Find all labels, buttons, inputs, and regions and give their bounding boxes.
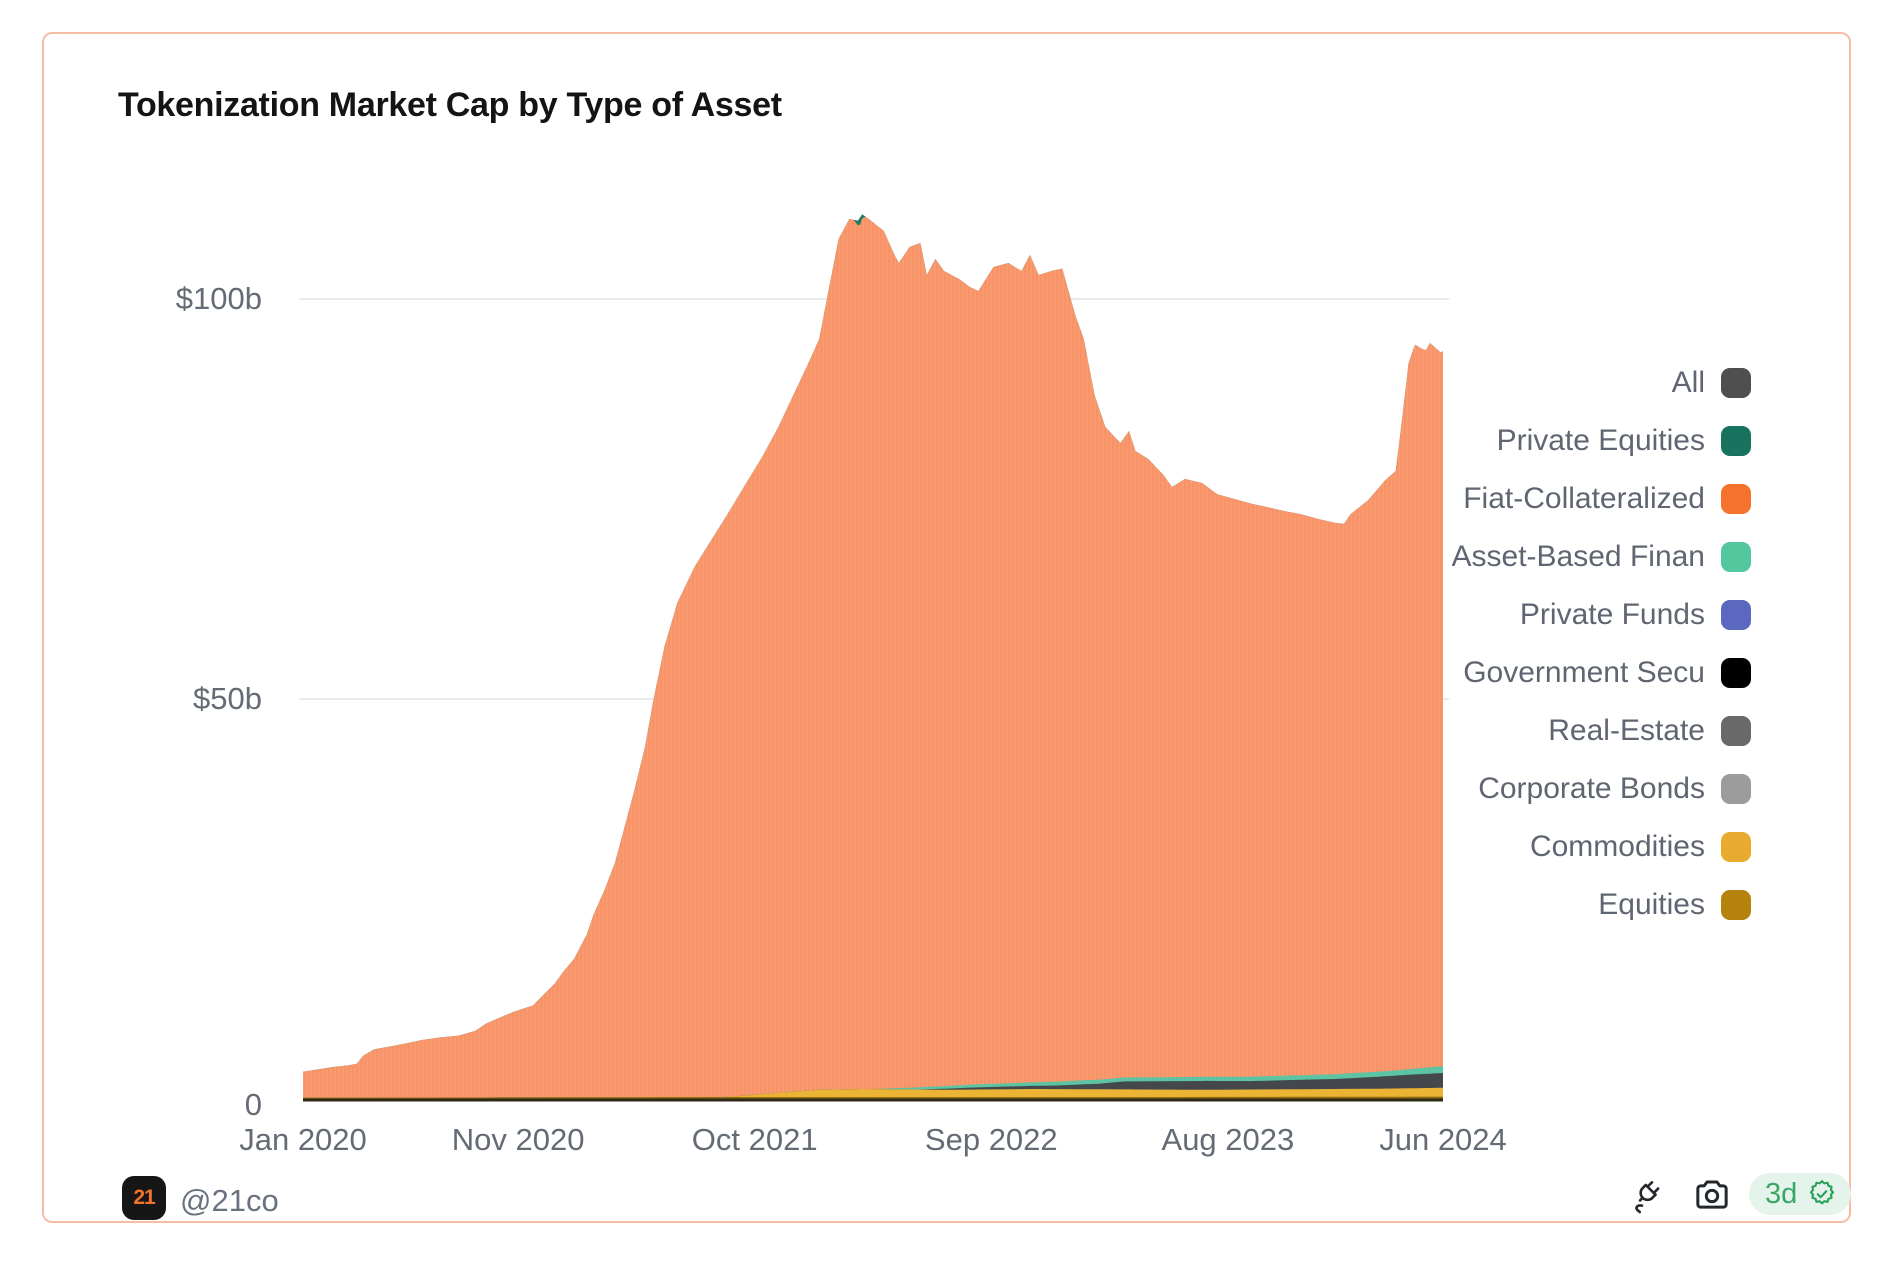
legend-label: Fiat-Collateralized	[1463, 482, 1705, 515]
legend-swatch	[1721, 890, 1751, 920]
x-tick-label: Nov 2020	[451, 1122, 585, 1157]
legend-item-commodities[interactable]: Commodities	[1530, 818, 1751, 876]
last-updated-badge[interactable]: 3d	[1749, 1173, 1852, 1215]
author-handle[interactable]: @21co	[180, 1183, 279, 1218]
legend-label: Commodities	[1529, 830, 1705, 863]
author-avatar: 21	[122, 1176, 166, 1220]
legend-swatch	[1721, 484, 1751, 514]
area-equities	[303, 1096, 1443, 1099]
verified-seal-check-icon	[1805, 1177, 1839, 1211]
legend-item-real-estate[interactable]: Real-Estate	[1548, 702, 1751, 760]
chart-card: Tokenization Market Cap by Type of Asset…	[42, 32, 1852, 1223]
legend-label: Private Equities	[1496, 424, 1705, 457]
camera-icon	[1692, 1175, 1732, 1218]
x-tick-label: Sep 2022	[924, 1122, 1058, 1157]
y-tick-label: $100b	[175, 281, 262, 316]
stacked-area-chart	[299, 214, 1449, 1102]
legend: All Private Equities Fiat-Collateralized As…	[1452, 354, 1751, 934]
plug-icon	[1628, 1175, 1668, 1218]
y-tick-label: 0	[244, 1087, 262, 1122]
legend-label: All	[1671, 366, 1705, 399]
legend-swatch	[1721, 600, 1751, 630]
legend-label: Corporate Bonds	[1478, 772, 1705, 805]
legend-label: Private Funds	[1519, 598, 1705, 631]
legend-item-government-secu[interactable]: Government Secu	[1463, 644, 1751, 702]
legend-swatch	[1721, 716, 1751, 746]
legend-swatch	[1721, 542, 1751, 572]
api-plug-button[interactable]	[1626, 1174, 1670, 1218]
chart-title: Tokenization Market Cap by Type of Asset	[118, 86, 782, 124]
area-commodities	[303, 1087, 1443, 1099]
legend-label: Government Secu	[1463, 656, 1705, 689]
legend-label: Equities	[1598, 888, 1705, 921]
legend-item-equities[interactable]: Equities	[1598, 876, 1751, 934]
y-tick-label: $50b	[193, 681, 262, 716]
legend-item-all[interactable]: All	[1672, 354, 1751, 412]
screenshot-camera-button[interactable]	[1690, 1174, 1734, 1218]
x-tick-label: Jun 2024	[1379, 1122, 1507, 1157]
x-tick-label: Oct 2021	[691, 1122, 818, 1157]
area-texture	[303, 216, 1443, 1100]
legend-swatch	[1721, 368, 1751, 398]
last-updated-text: 3d	[1765, 1177, 1798, 1210]
legend-label: Real-Estate	[1548, 714, 1705, 747]
x-tick-label: Jan 2020	[239, 1122, 367, 1157]
legend-swatch	[1721, 426, 1751, 456]
legend-item-private-equities[interactable]: Private Equities	[1497, 412, 1751, 470]
legend-item-asset-based-finan[interactable]: Asset-Based Finan	[1452, 528, 1751, 586]
legend-label: Asset-Based Finan	[1451, 540, 1705, 573]
legend-item-fiat-collateralized[interactable]: Fiat-Collateralized	[1463, 470, 1751, 528]
legend-item-corporate-bonds[interactable]: Corporate Bonds	[1478, 760, 1751, 818]
legend-item-private-funds[interactable]: Private Funds	[1520, 586, 1751, 644]
legend-swatch	[1721, 658, 1751, 688]
x-tick-label: Aug 2023	[1161, 1122, 1295, 1157]
legend-swatch	[1721, 774, 1751, 804]
legend-swatch	[1721, 832, 1751, 862]
